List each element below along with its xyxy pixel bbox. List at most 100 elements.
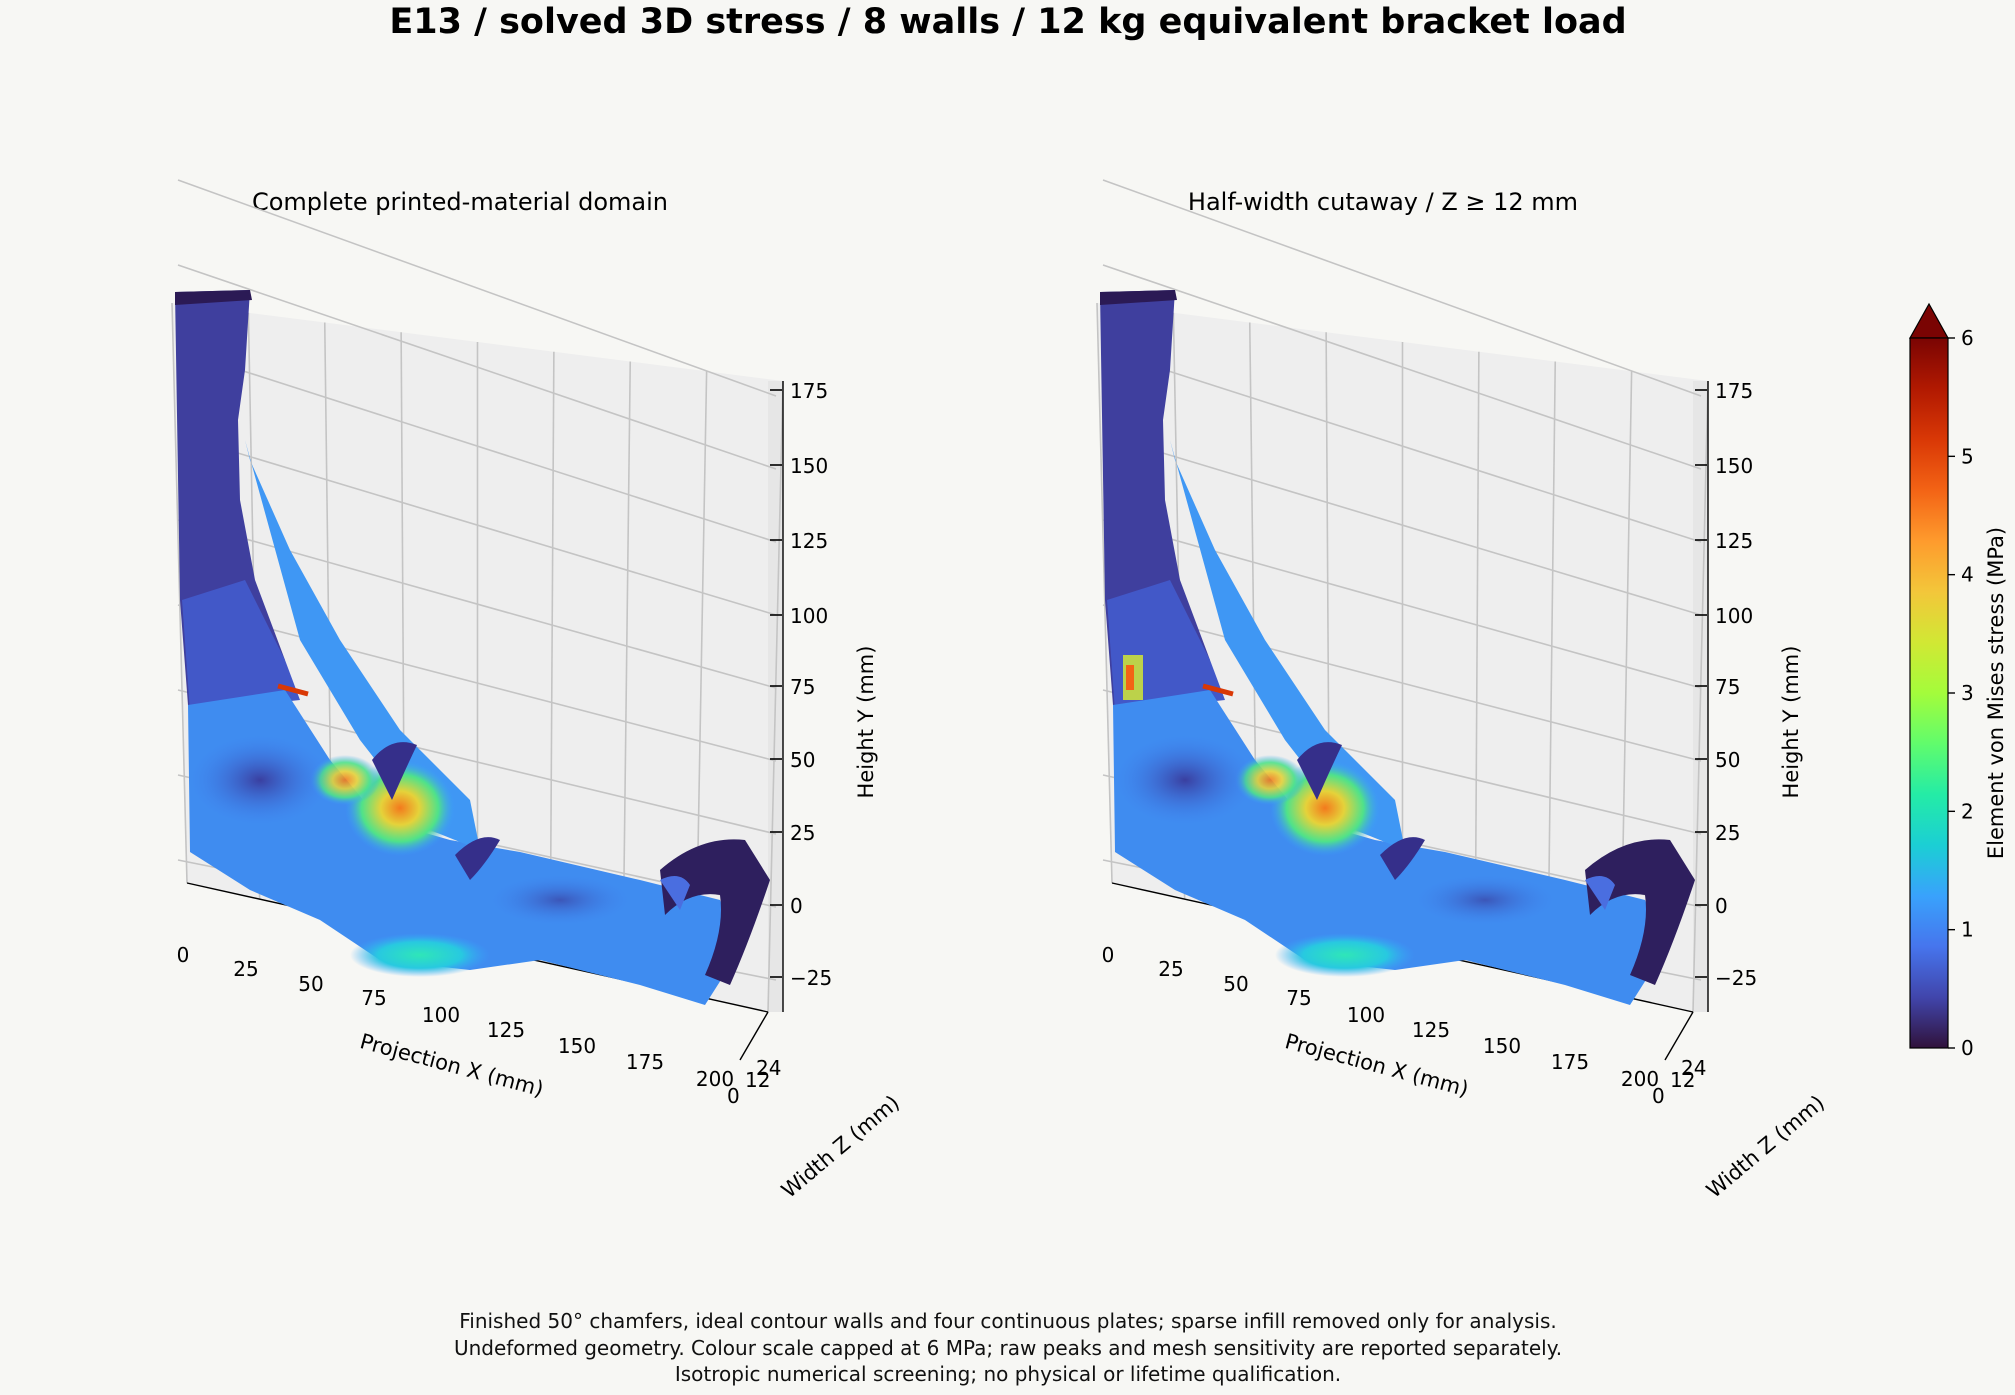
x-tick-label: 25 [233,957,258,981]
end-hook-inner [660,876,690,910]
end-hook [660,839,770,985]
x-tick-label: 25 [1158,957,1183,981]
colorbar-tick-label: 1 [1961,918,1974,942]
x-tick-label: 75 [1286,986,1311,1010]
z-tick-label: 12 [745,1068,770,1092]
x-tick-label: 100 [1347,1003,1385,1027]
x-tick-label: 150 [558,1034,596,1058]
top-cap [1100,290,1177,305]
y-tick-label: 25 [790,821,815,845]
z-tick-label: 12 [1670,1068,1695,1092]
top-cap [175,290,252,305]
z-axis-line [1664,1011,1694,1061]
y-axis-label: Height Y (mm) [854,646,878,799]
colorbar-label: Element von Mises stress (MPa) [1984,527,2008,859]
grid-line-y [177,179,777,397]
low-stress-zone [190,735,330,825]
grid-line-y [1102,604,1702,762]
x-tick-label: 125 [1412,1018,1450,1042]
z-axis-label: Width Z (mm) [1702,1091,1829,1203]
y-tick-label: 0 [1715,894,1728,918]
y-tick-label: 50 [1715,748,1740,772]
cradle-lip-left [1297,742,1342,800]
z-tick-label: 24 [756,1056,781,1080]
panel-title: Half-width cutaway / Z ≥ 12 mm [1188,188,1578,216]
footnote-line-1: Finished 50° chamfers, ideal contour wal… [459,1309,1557,1333]
colorbar-tick-label: 4 [1961,563,1974,587]
y-tick-label: 0 [790,894,803,918]
z-axis-line [739,1011,769,1061]
panel-title: Complete printed-material domain [252,188,668,216]
x-tick-label: 75 [361,986,386,1010]
grid-line-y [177,264,777,470]
y-tick-label: 100 [1715,604,1753,628]
x-tick-label: 50 [298,972,323,996]
hotspot-slot [1202,683,1234,697]
grid-line-y [177,349,777,543]
grid-line-x [1096,302,1113,884]
hotspot-cut-wall-core [1126,665,1134,690]
x-tick-label: 50 [1223,972,1248,996]
cradle-lip-right [1380,837,1425,880]
grid-line-x [1692,380,1709,1013]
diagonal-strut [245,440,480,850]
x-tick-label: 0 [177,943,190,967]
grid-line-y [1102,179,1702,397]
y-tick-label: −25 [1715,966,1757,990]
footnote-line-2: Undeformed geometry. Colour scale capped… [454,1336,1562,1360]
hotspot-lower-chamfer [350,933,490,977]
y-tick-label: 25 [1715,821,1740,845]
grid-line-y [1102,434,1702,616]
y-tick-label: 150 [790,454,828,478]
y-tick-label: 75 [1715,675,1740,699]
low-stress-zone-2 [1415,875,1555,925]
y-tick-label: 75 [790,675,815,699]
diagonal-strut [1170,440,1405,850]
z-tick-label: 0 [1652,1084,1665,1108]
cradle-lip-right [455,837,500,880]
low-stress-zone-2 [490,875,630,925]
end-hook [1585,839,1695,985]
x-tick-label: 125 [487,1018,525,1042]
hotspot-lower-chamfer [1275,933,1415,977]
z-tick-label: 24 [1681,1056,1706,1080]
y-tick-label: 125 [790,529,828,553]
stress-surface [1100,290,1695,1005]
cradle-lip-left [372,742,417,800]
x-tick-label: 175 [626,1050,664,1074]
grid-line-y [1102,349,1702,543]
x-tick-label: 0 [1102,943,1115,967]
hotspot-strut [310,755,380,805]
y-tick-label: 175 [790,379,828,403]
y-tick-label: 125 [1715,529,1753,553]
colorbar-tick-label: 2 [1961,799,1974,823]
colorbar: 0 1 2 3 4 5 6 Element von Mises stress (MPa) [1908,302,2008,1060]
figure-title: E13 / solved 3D stress / 8 walls / 12 kg… [389,2,1626,42]
colorbar-tick-label: 5 [1961,444,1974,468]
colorbar-gradient [1909,337,1949,1049]
grid-line-y [177,434,777,616]
colorbar-tick-label: 6 [1961,326,1974,350]
x-tick-label: 200 [1621,1067,1659,1091]
grid-line-y [1102,264,1702,470]
y-axis-label: Height Y (mm) [1779,646,1803,799]
y-tick-label: 100 [790,604,828,628]
grid-line-y [177,604,777,762]
x-tick-label: 100 [422,1003,460,1027]
colorbar-tick-label: 0 [1961,1036,1974,1060]
x-tick-label: 150 [1483,1034,1521,1058]
stress-surface [175,290,770,1005]
y-tick-label: 150 [1715,454,1753,478]
y-tick-label: 175 [1715,379,1753,403]
x-tick-label: 200 [696,1067,734,1091]
colorbar-extend-arrow [1908,302,1950,339]
y-tick-label: −25 [790,966,832,990]
x-tick-label: 175 [1551,1050,1589,1074]
upright-lower [182,580,300,712]
z-tick-label: 0 [727,1084,740,1108]
low-stress-zone [1115,735,1255,825]
colorbar-tick-label: 3 [1961,681,1974,705]
footnote-line-3: Isotropic numerical screening; no physic… [675,1362,1341,1386]
hotspot-strut [1235,755,1305,805]
